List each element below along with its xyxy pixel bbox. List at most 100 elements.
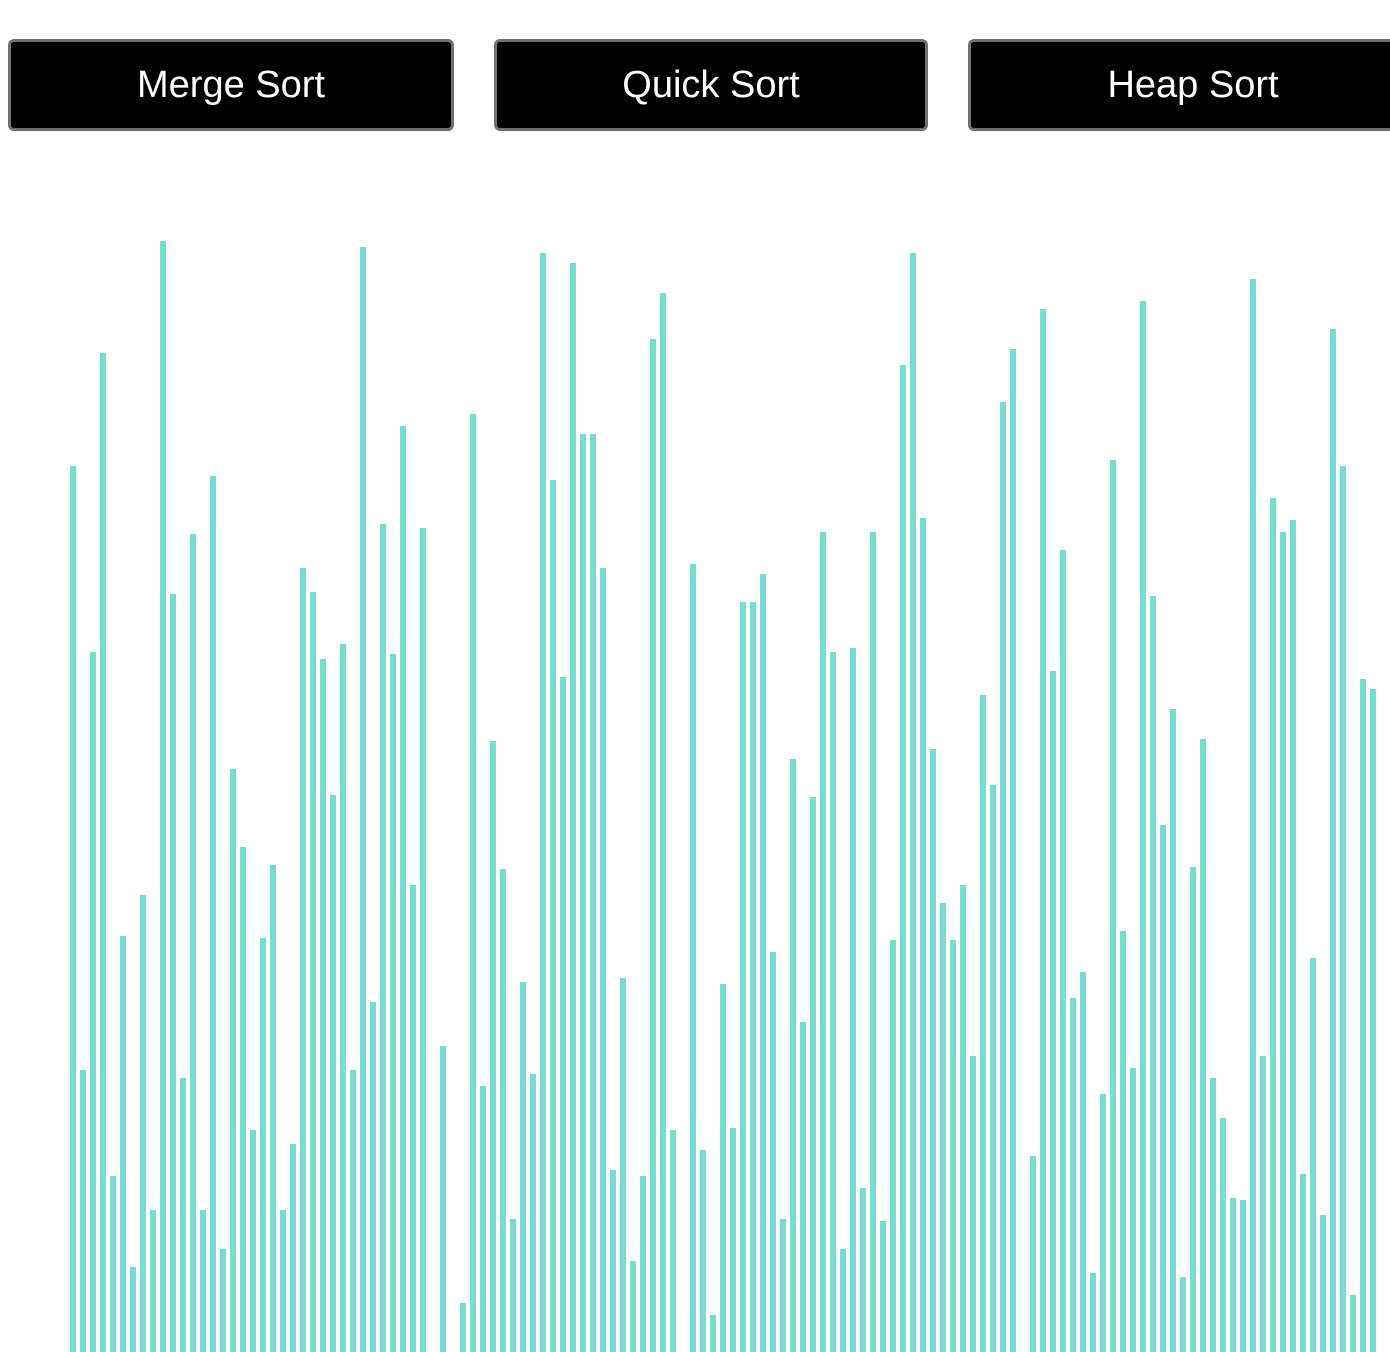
array-bar bbox=[850, 648, 856, 1352]
array-bar bbox=[580, 434, 586, 1352]
array-bar bbox=[1350, 1295, 1356, 1352]
array-bar bbox=[760, 574, 766, 1352]
array-bar bbox=[1220, 1118, 1226, 1352]
array-bar bbox=[810, 797, 816, 1352]
array-bar bbox=[1330, 329, 1336, 1352]
array-bar bbox=[640, 1176, 646, 1352]
array-bar bbox=[600, 568, 606, 1352]
array-bar bbox=[80, 1070, 86, 1352]
array-bar bbox=[610, 1170, 616, 1352]
array-bar bbox=[940, 903, 946, 1352]
array-bar bbox=[100, 353, 106, 1352]
array-bar bbox=[380, 524, 386, 1352]
array-bar bbox=[880, 1221, 886, 1352]
array-bar bbox=[860, 1188, 866, 1352]
array-bar bbox=[550, 480, 556, 1352]
array-bar bbox=[470, 414, 476, 1352]
array-bar bbox=[210, 476, 216, 1352]
array-bar bbox=[1110, 460, 1116, 1352]
array-bar bbox=[260, 938, 266, 1352]
array-bar bbox=[130, 1267, 136, 1352]
array-bar bbox=[870, 532, 876, 1352]
array-bar bbox=[140, 895, 146, 1352]
array-bar bbox=[670, 1130, 676, 1352]
array-bar bbox=[1120, 931, 1126, 1352]
array-bar bbox=[1030, 1156, 1036, 1352]
array-bar bbox=[170, 594, 176, 1352]
array-bar bbox=[1170, 709, 1176, 1352]
array-bar bbox=[120, 936, 126, 1352]
array-bar bbox=[800, 1022, 806, 1352]
array-bar bbox=[540, 253, 546, 1352]
array-bar bbox=[420, 528, 426, 1352]
array-bar bbox=[1080, 972, 1086, 1352]
array-bar bbox=[340, 644, 346, 1352]
array-bar bbox=[790, 759, 796, 1352]
array-bar bbox=[480, 1086, 486, 1352]
array-bar bbox=[1290, 520, 1296, 1352]
array-bar bbox=[590, 434, 596, 1352]
array-bar bbox=[1360, 679, 1366, 1352]
array-bar bbox=[690, 564, 696, 1352]
quick-sort-button[interactable]: Quick Sort bbox=[494, 39, 928, 131]
array-bar bbox=[920, 518, 926, 1352]
array-bar bbox=[530, 1074, 536, 1352]
array-bar bbox=[770, 952, 776, 1352]
array-bar bbox=[710, 1315, 716, 1352]
array-bar bbox=[560, 677, 566, 1352]
array-bar bbox=[110, 1176, 116, 1352]
array-bar bbox=[660, 293, 666, 1352]
array-bar bbox=[1310, 958, 1316, 1352]
array-bar bbox=[510, 1219, 516, 1352]
array-bar bbox=[950, 940, 956, 1352]
array-bar bbox=[360, 247, 366, 1352]
array-bar bbox=[1000, 402, 1006, 1352]
array-bar bbox=[1070, 998, 1076, 1352]
array-bar bbox=[780, 1219, 786, 1352]
array-bar bbox=[230, 769, 236, 1352]
array-bar bbox=[1130, 1068, 1136, 1352]
array-bar bbox=[1270, 498, 1276, 1352]
array-bar bbox=[750, 602, 756, 1352]
array-bar bbox=[240, 847, 246, 1352]
array-bar bbox=[910, 253, 916, 1352]
array-bar bbox=[1090, 1273, 1096, 1352]
array-bar bbox=[400, 426, 406, 1352]
array-bar bbox=[290, 1144, 296, 1352]
array-bar bbox=[570, 263, 576, 1352]
array-bar bbox=[1060, 550, 1066, 1352]
array-bar bbox=[970, 1056, 976, 1352]
array-bar bbox=[960, 885, 966, 1352]
array-bar bbox=[1320, 1215, 1326, 1352]
array-bar bbox=[1180, 1277, 1186, 1352]
array-bar bbox=[160, 241, 166, 1352]
array-bar bbox=[500, 869, 506, 1352]
array-bar bbox=[1260, 1056, 1266, 1352]
array-bar bbox=[900, 365, 906, 1352]
array-bar bbox=[840, 1249, 846, 1352]
array-bar bbox=[1010, 349, 1016, 1352]
array-bar bbox=[620, 978, 626, 1352]
array-bar bbox=[700, 1150, 706, 1352]
array-bar bbox=[1240, 1200, 1246, 1352]
array-bar bbox=[350, 1070, 356, 1352]
array-bar bbox=[310, 592, 316, 1352]
array-bar bbox=[1100, 1094, 1106, 1352]
array-bar bbox=[200, 1210, 206, 1352]
array-bar bbox=[1250, 279, 1256, 1352]
array-bar bbox=[890, 940, 896, 1352]
array-bar bbox=[1200, 739, 1206, 1352]
merge-sort-button[interactable]: Merge Sort bbox=[8, 39, 454, 131]
array-bar bbox=[70, 466, 76, 1352]
array-bar bbox=[730, 1128, 736, 1352]
array-bar bbox=[1140, 301, 1146, 1352]
array-bar bbox=[520, 982, 526, 1352]
array-bar bbox=[490, 741, 496, 1352]
array-bar bbox=[830, 652, 836, 1352]
heap-sort-button[interactable]: Heap Sort bbox=[968, 39, 1390, 131]
array-bar bbox=[440, 1046, 446, 1352]
array-bar bbox=[1300, 1174, 1306, 1352]
array-bar bbox=[300, 568, 306, 1352]
array-bar bbox=[1160, 825, 1166, 1352]
